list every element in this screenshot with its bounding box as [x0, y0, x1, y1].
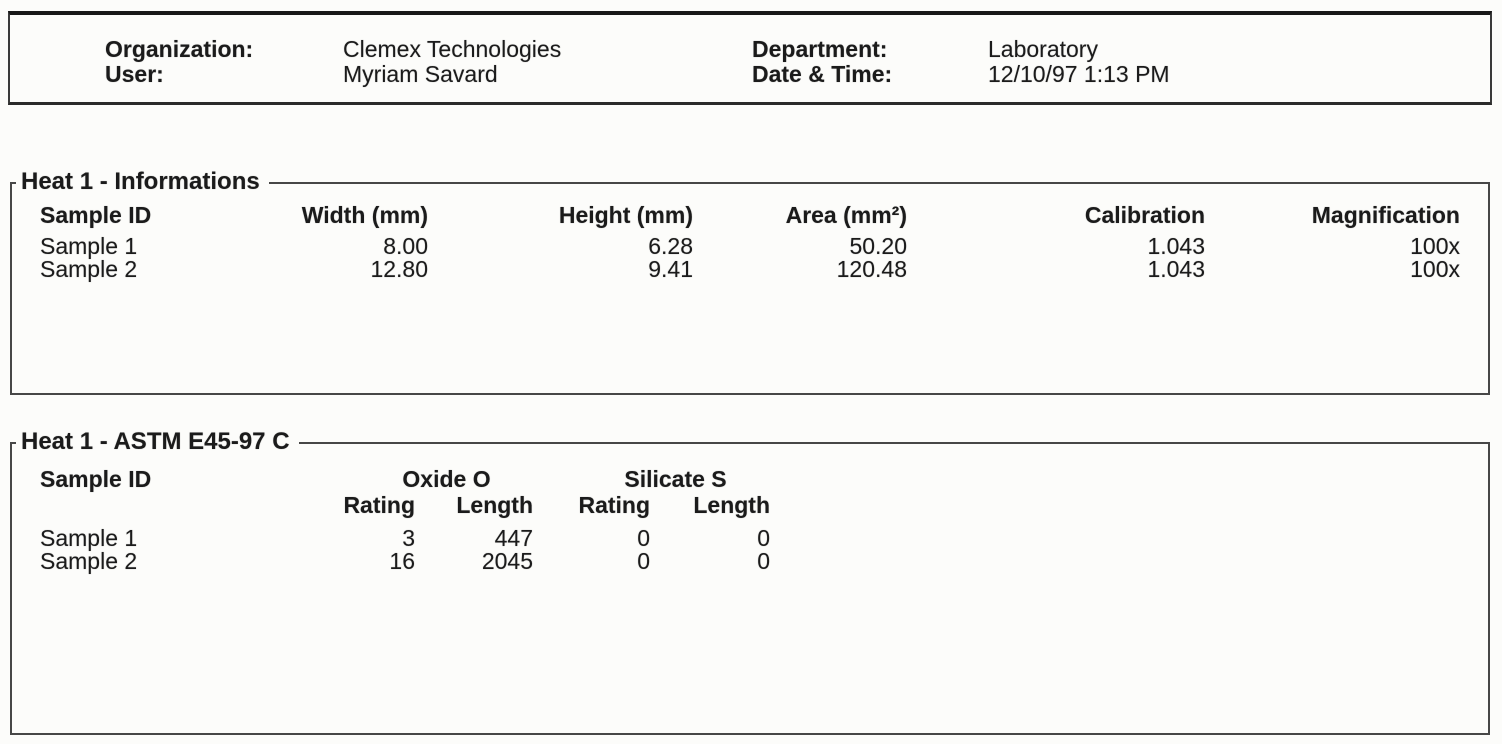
header-labels-left: Organization: User:: [105, 37, 253, 87]
cell-magnification: 100x: [1410, 233, 1460, 259]
col-oxide-length: Length: [456, 492, 534, 518]
col-calibration: Calibration: [1084, 202, 1205, 228]
informations-header-row: Sample ID Width (mm) Height (mm) Area (m…: [40, 202, 1460, 228]
cell-area: 120.48: [836, 256, 907, 282]
cell-silicate-rating: 0: [637, 525, 651, 551]
spacer-cell: [770, 518, 1460, 550]
col-oxide-rating: Rating: [343, 492, 415, 518]
spacer-cell: [40, 492, 290, 518]
astm-group-header-row: Sample ID Oxide O Silicate S: [40, 466, 1460, 492]
cell-silicate-length: 0: [757, 525, 771, 551]
table-row: Sample 2 12.80 9.41 120.48 1.043 100x: [40, 258, 1460, 281]
spacer-cell: [770, 550, 1460, 573]
cell-height: 6.28: [648, 233, 693, 259]
cell-sample-id: Sample 1: [40, 525, 138, 551]
cell-oxide-length: 447: [494, 525, 534, 551]
col-height: Height (mm): [558, 202, 693, 228]
informations-table: Sample ID Width (mm) Height (mm) Area (m…: [40, 202, 1460, 281]
col-width: Width (mm): [301, 202, 428, 228]
table-row: Sample 1 8.00 6.28 50.20 1.043 100x: [40, 228, 1460, 258]
cell-sample-id: Sample 1: [40, 233, 138, 259]
table-row: Sample 1 3 447 0 0: [40, 518, 1460, 550]
section-informations-title: Heat 1 - Informations: [16, 168, 269, 196]
datetime-value: 12/10/97 1:13 PM: [988, 61, 1170, 87]
header-labels-right: Department: Date & Time:: [752, 37, 892, 87]
col-silicate-rating: Rating: [578, 492, 651, 518]
group-silicate-s: Silicate S: [624, 466, 727, 492]
cell-magnification: 100x: [1410, 256, 1460, 282]
cell-width: 8.00: [383, 233, 428, 259]
cell-calibration: 1.043: [1147, 233, 1205, 259]
section-astm-title: Heat 1 - ASTM E45-97 C: [16, 428, 299, 456]
user-label: User:: [105, 61, 164, 87]
section-informations: Heat 1 - Informations Sample ID Width (m…: [10, 168, 1490, 395]
user-value: Myriam Savard: [343, 61, 498, 87]
cell-oxide-rating: 16: [389, 548, 415, 574]
header-values-right: Laboratory 12/10/97 1:13 PM: [988, 37, 1170, 87]
section-astm: Heat 1 - ASTM E45-97 C Sample ID Oxide O…: [10, 428, 1490, 735]
cell-calibration: 1.043: [1147, 256, 1205, 282]
col-silicate-length: Length: [693, 492, 771, 518]
spacer-cell: [770, 466, 1460, 492]
col-magnification: Magnification: [1311, 202, 1460, 228]
cell-sample-id: Sample 2: [40, 256, 138, 282]
astm-table: Sample ID Oxide O Silicate S Rating Leng…: [40, 466, 1460, 573]
cell-silicate-length: 0: [757, 548, 771, 574]
table-row: Sample 2 16 2045 0 0: [40, 550, 1460, 573]
datetime-label: Date & Time:: [752, 61, 893, 87]
report-header-box: Organization: User: Clemex Technologies …: [8, 11, 1492, 105]
department-value: Laboratory: [988, 36, 1098, 62]
cell-oxide-length: 2045: [481, 548, 534, 574]
astm-subheader-row: Rating Length Rating Length: [40, 492, 1460, 518]
col-sample-id: Sample ID: [40, 202, 152, 228]
col-sample-id: Sample ID: [40, 466, 152, 492]
cell-height: 9.41: [648, 256, 693, 282]
organization-label: Organization:: [105, 36, 254, 62]
header-values-left: Clemex Technologies Myriam Savard: [343, 37, 561, 87]
cell-oxide-rating: 3: [402, 525, 415, 551]
cell-area: 50.20: [849, 233, 907, 259]
spacer-cell: [770, 492, 1460, 518]
cell-sample-id: Sample 2: [40, 548, 138, 574]
department-label: Department:: [752, 36, 888, 62]
group-oxide-o: Oxide O: [402, 466, 491, 492]
col-area: Area (mm²): [785, 202, 907, 228]
cell-silicate-rating: 0: [637, 548, 651, 574]
cell-width: 12.80: [370, 256, 428, 282]
organization-value: Clemex Technologies: [343, 36, 562, 62]
